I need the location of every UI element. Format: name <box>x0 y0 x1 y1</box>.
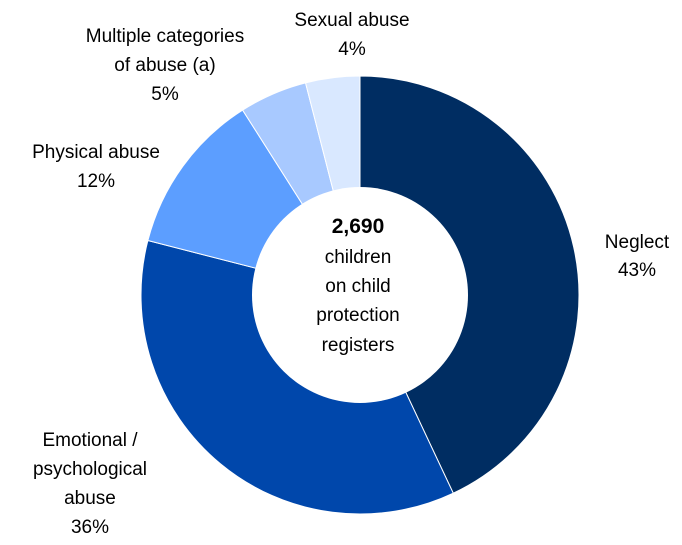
label-multiple-value: 5% <box>151 84 179 105</box>
center-total: 2,690 <box>332 215 385 238</box>
center-line-2: on child <box>325 276 391 297</box>
donut-hole <box>252 187 468 403</box>
label-emotional-value: 36% <box>71 517 109 538</box>
label-physical-name: Physical abuse <box>32 142 160 163</box>
center-line-3: protection <box>316 305 399 326</box>
label-emotional-line-1: Emotional / <box>42 430 138 451</box>
label-sexual-value: 4% <box>338 39 366 60</box>
label-sexual-name: Sexual abuse <box>294 10 409 31</box>
label-neglect-name: Neglect <box>605 232 670 253</box>
center-line-4: registers <box>322 335 395 356</box>
label-emotional-line-3: abuse <box>64 488 116 509</box>
label-multiple-line-2: of abuse (a) <box>114 55 215 76</box>
label-physical-value: 12% <box>77 171 115 192</box>
label-multiple-line-1: Multiple categories <box>86 26 244 47</box>
label-emotional-line-2: psychological <box>33 459 147 480</box>
center-line-1: children <box>325 247 392 268</box>
slice-neglect <box>359 75 580 494</box>
label-neglect-value: 43% <box>618 260 656 281</box>
